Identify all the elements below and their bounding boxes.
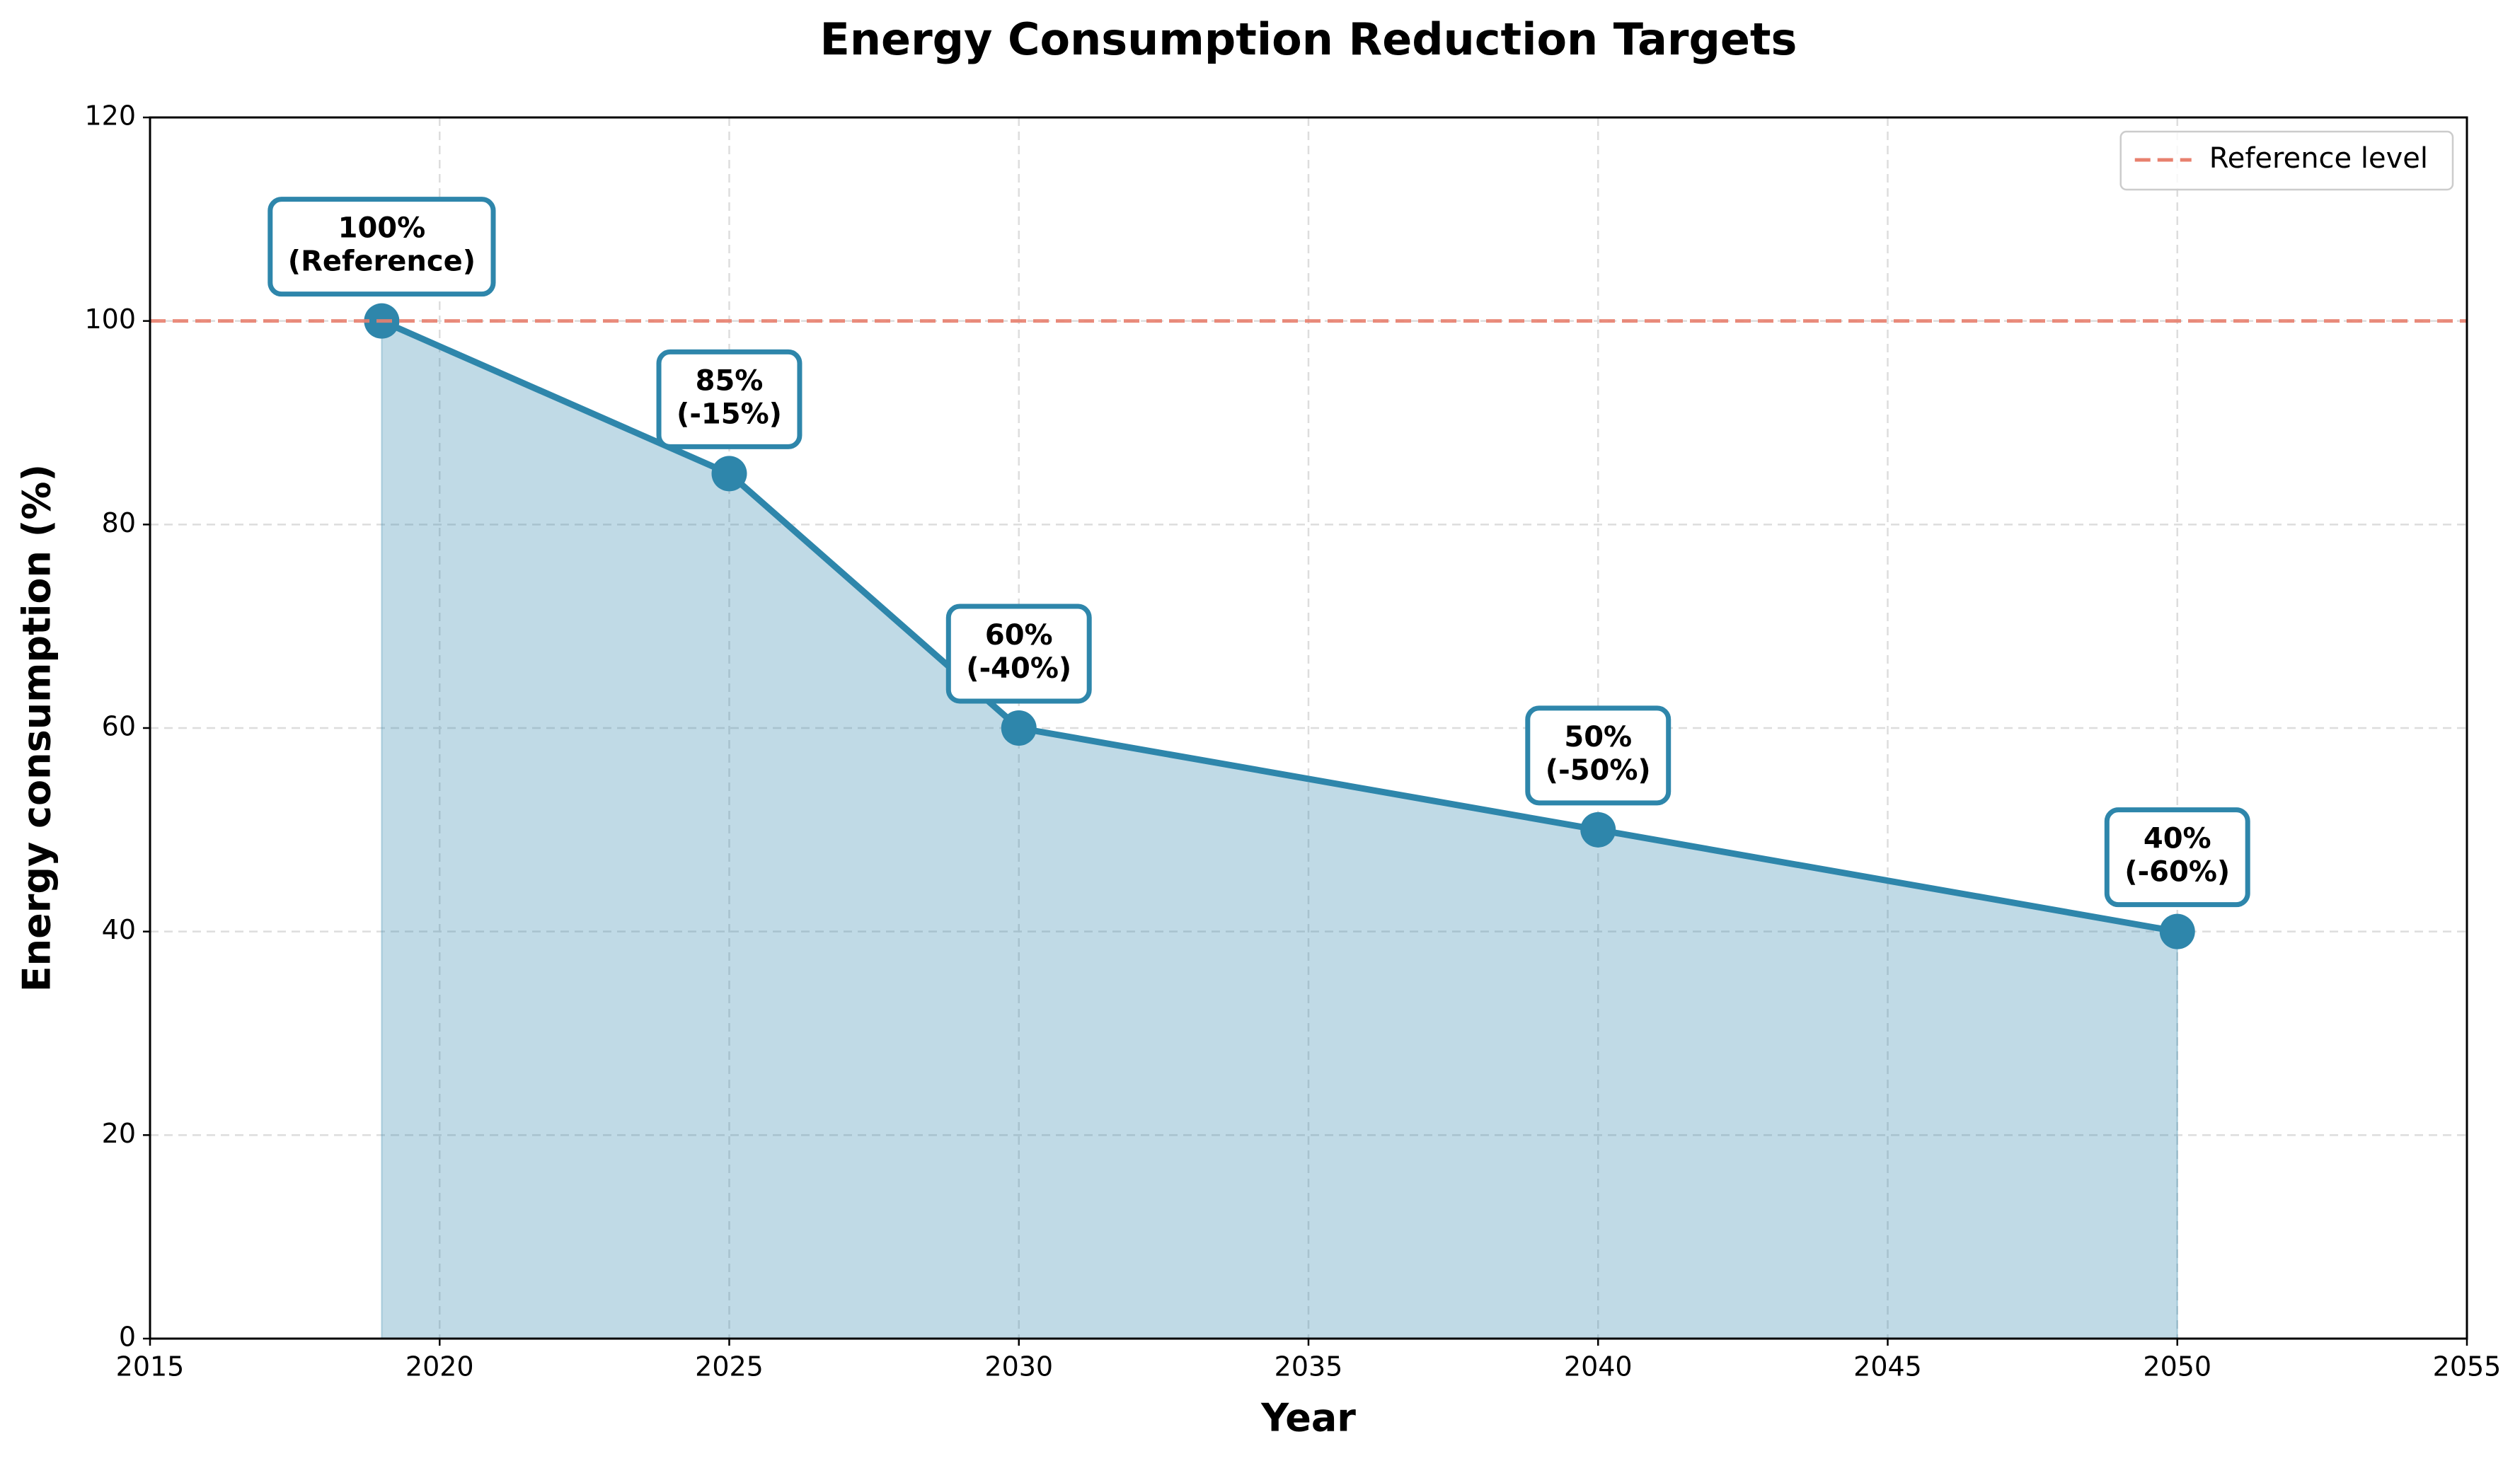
value-label: 40% <box>2144 823 2211 855</box>
x-tick-label: 2035 <box>1275 1351 1343 1382</box>
data-label: 40%(-60%) <box>2104 807 2250 908</box>
plot-frame <box>149 116 2468 1340</box>
value-label: 85% <box>696 364 764 397</box>
y-tick-label: 60 <box>102 711 136 742</box>
x-axis-label: Year <box>1260 1396 1356 1440</box>
y-tick-label: 40 <box>102 914 136 945</box>
change-label: (-60%) <box>2124 856 2230 889</box>
label-box <box>656 349 802 449</box>
change-label: (Reference) <box>288 246 476 278</box>
x-tick-label: 2045 <box>1853 1351 1922 1382</box>
y-tick-label: 20 <box>102 1118 136 1149</box>
marker <box>1580 812 1616 848</box>
x-tick-label: 2025 <box>695 1351 764 1382</box>
data-label: 50%(-50%) <box>1525 705 1672 806</box>
value-label: 100% <box>338 212 426 245</box>
label-box <box>2104 807 2250 908</box>
y-axis-label: Energy consumption (%) <box>15 464 59 992</box>
x-tick-label: 2015 <box>116 1351 185 1382</box>
y-tick-label: 100 <box>84 304 136 335</box>
marker <box>711 456 747 492</box>
x-tick-label: 2040 <box>1564 1351 1633 1382</box>
data-label: 100%(Reference) <box>267 197 496 297</box>
x-tick-label: 2055 <box>2433 1351 2502 1382</box>
y-tick-label: 80 <box>102 507 136 538</box>
y-tick-label: 120 <box>84 100 136 132</box>
legend-box <box>2119 130 2454 191</box>
marker <box>2159 913 2195 949</box>
data-label: 85%(-15%) <box>656 349 802 449</box>
change-label: (-50%) <box>1546 754 1651 787</box>
change-label: (-15%) <box>677 398 782 430</box>
label-box <box>1525 705 1672 806</box>
x-tick-label: 2050 <box>2143 1351 2211 1382</box>
value-label: 50% <box>1564 721 1632 753</box>
label-box <box>267 197 496 297</box>
y-tick-label: 0 <box>119 1322 136 1353</box>
value-label: 60% <box>985 619 1053 652</box>
area-fill <box>381 320 2178 1339</box>
x-tick-label: 2030 <box>984 1351 1053 1382</box>
x-tick-label: 2020 <box>405 1351 474 1382</box>
marker <box>1001 710 1037 746</box>
legend: Reference level <box>2119 130 2454 191</box>
legend-label: Reference level <box>2209 142 2428 175</box>
data-label: 60%(-40%) <box>945 604 1092 704</box>
label-box <box>945 604 1092 704</box>
change-label: (-40%) <box>966 652 1071 685</box>
chart-title: Energy Consumption Reduction Targets <box>820 13 1797 65</box>
